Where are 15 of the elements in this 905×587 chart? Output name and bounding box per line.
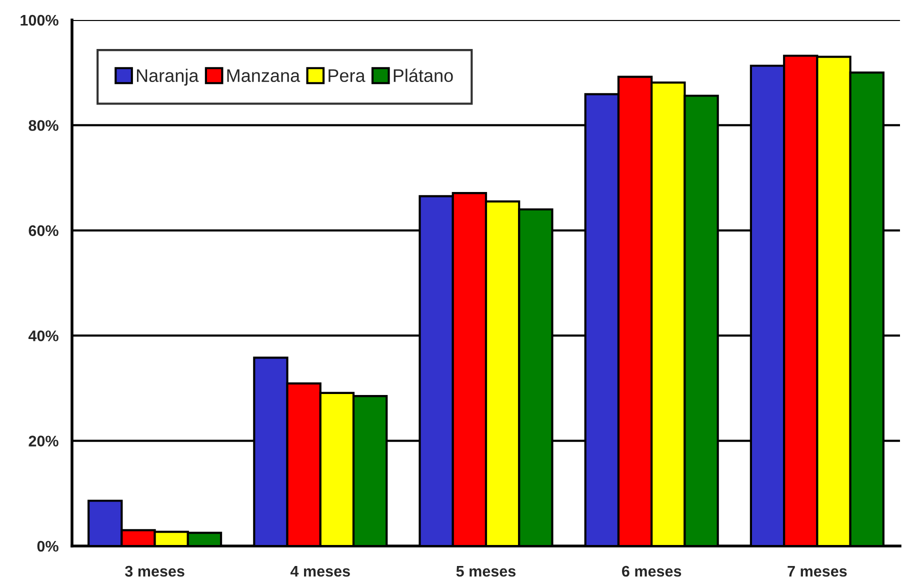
x-tick-label: 6 meses: [622, 566, 682, 577]
y-tick-label: 20%: [28, 436, 58, 446]
x-tick-label: 7 meses: [788, 566, 847, 577]
legend-label: Plátano: [394, 68, 453, 82]
x-tick-label: 3 meses: [124, 566, 184, 577]
legend-label: Naranja: [136, 68, 199, 86]
legend-label: Pera: [328, 69, 366, 82]
legend-label: Manzana: [227, 69, 300, 82]
y-tick-label: 0%: [37, 540, 58, 552]
x-tick-label: 4 meses: [290, 566, 350, 577]
x-tick-label: 5 meses: [456, 566, 516, 577]
y-tick-label: 60%: [28, 225, 58, 236]
y-tick-label: 40%: [28, 330, 58, 342]
y-tick-label: 80%: [28, 120, 58, 131]
y-tick-label: 100%: [20, 14, 58, 26]
